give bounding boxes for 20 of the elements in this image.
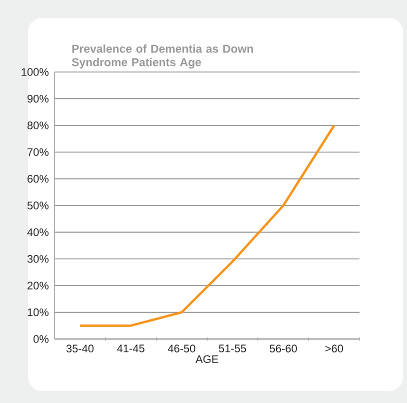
x-tick-label: 41-45 [117, 344, 144, 352]
y-tick-label: 100% [22, 68, 49, 76]
y-tick-label: 0% [34, 335, 49, 343]
y-tick-label: 40% [27, 228, 49, 236]
y-tick-label: 90% [28, 94, 49, 103]
y-tick-label: 60% [28, 174, 49, 183]
x-tick-label: 51-55 [218, 344, 246, 352]
y-tick-label: 70% [28, 148, 49, 156]
line-series [78, 124, 336, 327]
chart-title: Prevalence of Dementia as Down Syndrome Patients Age [72, 44, 253, 69]
y-tick-label: 30% [27, 255, 49, 263]
y-tick-label: 10% [28, 308, 49, 316]
x-tick-label: 56-60 [270, 344, 297, 352]
y-tick-label: 20% [28, 282, 49, 290]
x-tick-label: 46-50 [168, 344, 196, 352]
x-axis-title: AGE [196, 355, 218, 364]
x-tick-label: 35-40 [66, 344, 94, 352]
y-tick-label: 50% [27, 202, 49, 210]
y-tick-label: 80% [27, 122, 49, 130]
x-tick-label: >60 [325, 344, 344, 352]
